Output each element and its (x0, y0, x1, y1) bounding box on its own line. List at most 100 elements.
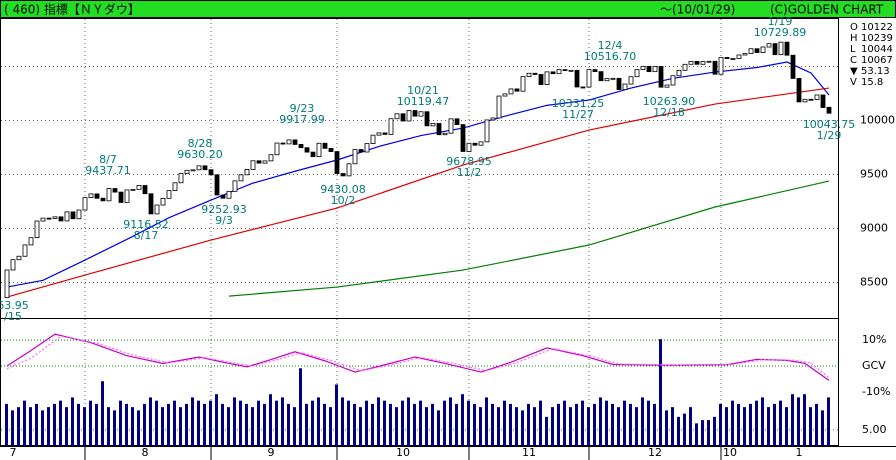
candle-body (484, 119, 490, 143)
volume-bar (689, 407, 692, 446)
annotation: 10119.47 (397, 95, 450, 108)
chart-date: 〜(10/01/29) (660, 3, 735, 17)
annotation: 10/2 (331, 194, 356, 207)
annotation: 10043.75 (803, 118, 856, 131)
annotation: 1/29 (817, 129, 842, 142)
candle-body (100, 197, 106, 202)
candle-body (706, 60, 712, 63)
candle-body (610, 77, 616, 80)
volume-bar (59, 400, 62, 446)
candle-body (10, 259, 16, 271)
candle-body (784, 41, 790, 56)
volume-bar (119, 400, 122, 446)
volume-bar (143, 403, 146, 446)
candle-body (214, 174, 220, 196)
candle-body (220, 194, 226, 199)
summary-value: 10067 (861, 55, 893, 66)
volume-bar (527, 403, 530, 446)
candle-body (238, 174, 244, 182)
annotation: 1/19 (768, 15, 793, 28)
volume-bar (521, 410, 524, 446)
volume-bar (125, 403, 128, 446)
candle-body (340, 173, 346, 177)
candle-body (208, 169, 214, 176)
candle-body (532, 72, 538, 75)
volume-bar (473, 403, 476, 446)
volume-bar (719, 403, 722, 446)
volume-bar (29, 407, 32, 446)
annotation: 10516.70 (584, 50, 637, 63)
volume-bar (491, 403, 494, 446)
volume-bar (359, 407, 362, 446)
volume-bar (317, 397, 320, 446)
summary-value: 15.8 (861, 77, 883, 88)
candle-body (538, 74, 544, 86)
volume-bar (71, 397, 74, 446)
x-tick-label: 9 (268, 446, 275, 459)
volume-bar (239, 400, 242, 446)
candle-body (802, 98, 808, 103)
volume-bar (431, 403, 434, 446)
volume-bar (557, 403, 560, 446)
volume-bar (533, 407, 536, 446)
volume-bar (257, 400, 260, 446)
candle-body (592, 69, 598, 73)
volume-bar (83, 407, 86, 446)
candle-body (46, 217, 52, 220)
volume-bar (131, 407, 134, 446)
candle-body (550, 71, 556, 75)
candle-body (676, 69, 682, 77)
annotation: 9/23 (290, 102, 315, 115)
candle-body (820, 94, 826, 108)
summary-key: C (850, 55, 857, 66)
candle-body (466, 142, 472, 152)
candle-body (400, 113, 406, 122)
candle-body (508, 88, 514, 95)
volume-bar (575, 403, 578, 446)
candle-body (418, 111, 424, 117)
x-tick-label: 12 (648, 446, 662, 459)
annotation: 8/7 (99, 153, 117, 166)
candle-body (754, 48, 760, 54)
candle-body (562, 69, 568, 71)
moving-average (6, 87, 830, 298)
volume-bar (89, 400, 92, 446)
volume-bar (287, 403, 290, 446)
candle-body (604, 78, 610, 82)
volume-bar (821, 410, 824, 446)
summary-value: 10122 (861, 22, 893, 33)
candle-body (526, 72, 532, 78)
candle-body (742, 53, 748, 56)
volume-bar (341, 397, 344, 446)
candle-body (262, 160, 268, 164)
annotation: 10729.89 (754, 26, 807, 39)
annotation: 11/2 (457, 166, 482, 179)
volume-bar (617, 407, 620, 446)
summary-value: 53.13 (861, 66, 890, 77)
volume-bar (77, 403, 80, 446)
annotation: 9252.93 (201, 203, 247, 216)
volume-bar (281, 397, 284, 446)
candle-body (652, 66, 658, 73)
volume-bar (221, 403, 224, 446)
candle-body (376, 132, 382, 136)
candle-body (334, 151, 340, 174)
summary-key: L (850, 44, 856, 55)
candle-body (574, 69, 580, 88)
candle-body (256, 160, 262, 164)
candle-body (352, 149, 358, 165)
volume-bar (485, 397, 488, 446)
annotation: 10/21 (407, 84, 439, 97)
volume-bar (683, 413, 686, 446)
volume-bar (173, 400, 176, 446)
volume-bar (293, 407, 296, 446)
candle-body (28, 237, 34, 246)
candle-body (442, 132, 448, 136)
volume-bar (725, 407, 728, 446)
candle-body (394, 113, 400, 120)
candle-body (490, 117, 496, 121)
volume-bar (17, 407, 20, 446)
volume-bar (47, 407, 50, 446)
candle-body (808, 98, 814, 101)
volume-bar (599, 397, 602, 446)
